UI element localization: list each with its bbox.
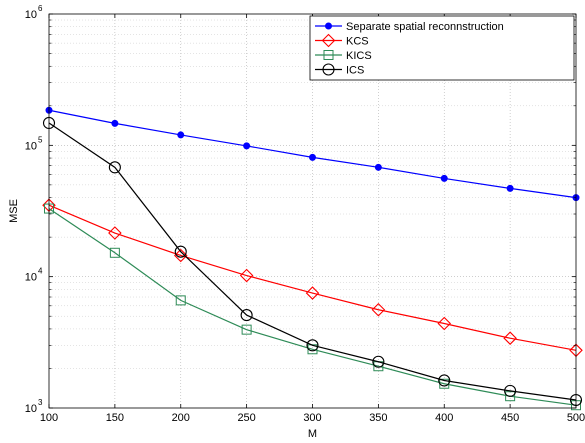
- x-tick-label: 450: [501, 412, 519, 424]
- legend-entry: KCS: [315, 33, 369, 48]
- data-point: [305, 286, 320, 300]
- x-tick-label: 300: [303, 412, 321, 424]
- data-point: [174, 245, 187, 258]
- y-tick-label: 10: [25, 140, 37, 152]
- x-tick-label: 400: [435, 412, 453, 424]
- legend-marker: [322, 63, 335, 76]
- data-point: [309, 153, 316, 161]
- y-tick-exponent: 4: [38, 267, 43, 276]
- data-point: [109, 247, 120, 258]
- legend-label: Separate spatial reconnstruction: [346, 21, 504, 33]
- data-point: [306, 339, 319, 352]
- x-tick-label: 200: [172, 412, 190, 424]
- legend-label: KCS: [346, 36, 369, 48]
- x-tick-label: 500: [567, 412, 585, 424]
- legend: Separate spatial reconnstruction KCS KICS I…: [309, 15, 575, 81]
- x-tick-label: 100: [40, 412, 58, 424]
- legend-entry: Separate spatial reconnstruction: [315, 21, 504, 33]
- data-point: [371, 302, 386, 317]
- y-tick-label: 10: [25, 9, 37, 21]
- y-axis-label: MSE: [8, 199, 20, 223]
- legend-marker: [321, 33, 336, 48]
- y-tick-exponent: 6: [38, 4, 43, 13]
- legend-marker: [323, 50, 334, 60]
- legend-entry: ICS: [315, 63, 364, 77]
- data-point: [108, 161, 121, 174]
- data-point: [437, 316, 452, 331]
- legend-marker: [325, 22, 332, 30]
- data-point: [173, 248, 188, 263]
- data-point: [438, 374, 451, 387]
- y-tick-exponent: 3: [38, 398, 43, 407]
- legend-label: KICS: [346, 50, 372, 62]
- data-point: [175, 295, 186, 306]
- data-point: [239, 268, 254, 283]
- series-line: [48, 204, 577, 351]
- data-point: [505, 391, 516, 402]
- data-point: [506, 184, 514, 192]
- grid: [49, 14, 576, 408]
- data-point: [108, 226, 122, 240]
- data-point: [240, 309, 253, 322]
- data-point: [440, 174, 448, 182]
- legend-entry: KICS: [315, 50, 372, 62]
- data-point: [111, 119, 119, 127]
- data-point: [177, 131, 185, 139]
- series-1: [42, 198, 583, 358]
- data-point: [243, 142, 251, 150]
- data-point: [241, 324, 252, 335]
- data-point: [503, 331, 517, 345]
- x-axis-ticks: 100 150 200 250 300 350 400 450 500: [40, 14, 585, 424]
- series-line: [48, 208, 577, 406]
- x-tick-label: 350: [369, 412, 387, 424]
- x-tick-label: 250: [237, 412, 255, 424]
- data-point: [372, 355, 385, 368]
- x-axis-label: M: [308, 428, 317, 440]
- series-2: [44, 203, 581, 411]
- y-tick-exponent: 5: [38, 135, 43, 144]
- y-tick-label: 10: [25, 272, 37, 284]
- legend-box: [309, 15, 575, 81]
- series-line: [48, 122, 577, 401]
- legend-label: ICS: [346, 65, 364, 77]
- data-point: [504, 384, 517, 397]
- y-tick-label: 10: [25, 403, 37, 415]
- data-point: [374, 163, 382, 171]
- series-0: [45, 106, 580, 202]
- x-tick-label: 150: [106, 412, 124, 424]
